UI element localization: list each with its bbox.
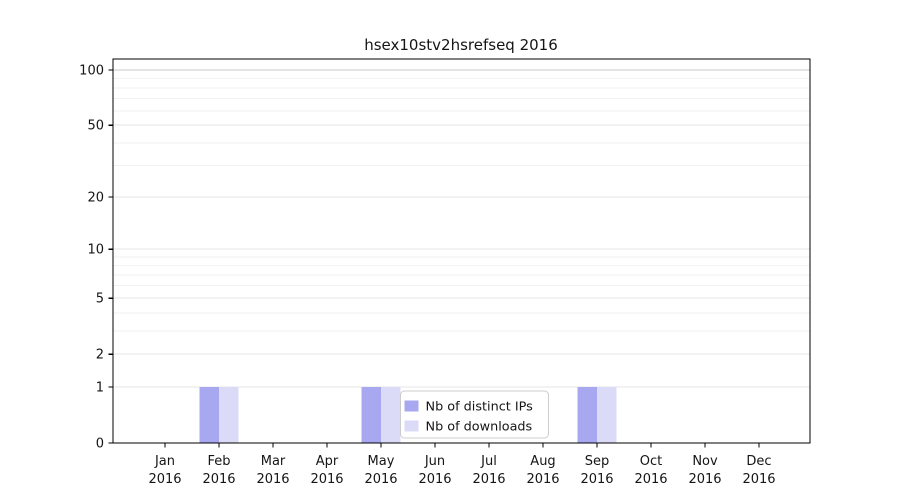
x-tick-label-year-jul: 2016 <box>472 472 505 487</box>
legend: Nb of distinct IPs Nb of downloads <box>400 390 549 439</box>
x-tick-label-month-mar: Mar <box>261 454 286 469</box>
bar-sep-downloads <box>597 386 617 443</box>
legend-swatch-distinct-ips <box>404 400 419 412</box>
x-tick-label-year-aug: 2016 <box>526 472 559 487</box>
y-tick-label-20: 20 <box>87 190 104 205</box>
x-tick-label-month-dec: Dec <box>746 454 771 469</box>
legend-swatch-downloads <box>404 420 419 432</box>
x-tick-label-year-feb: 2016 <box>202 472 235 487</box>
y-tick-label-5: 5 <box>96 292 104 307</box>
x-tick-label-month-nov: Nov <box>692 454 718 469</box>
x-tick-label-month-jan: Jan <box>154 454 175 469</box>
x-tick-label-year-oct: 2016 <box>634 472 667 487</box>
x-tick-label-year-dec: 2016 <box>742 472 775 487</box>
gridlines-layer <box>113 69 810 388</box>
y-tick-label-2: 2 <box>96 348 104 363</box>
x-tick-label-month-sep: Sep <box>585 454 610 469</box>
bar-feb-downloads <box>219 386 239 443</box>
y-tick-label-10: 10 <box>87 243 104 258</box>
x-tick-label-month-jul: Jul <box>480 454 497 469</box>
y-tick-label-100: 100 <box>79 64 104 79</box>
legend-box <box>400 390 549 439</box>
x-tick-label-year-mar: 2016 <box>256 472 289 487</box>
bar-may-downloads <box>381 386 401 443</box>
x-tick-label-year-may: 2016 <box>364 472 397 487</box>
chart-title: hsex10stv2hsrefseq 2016 <box>364 36 558 54</box>
x-tick-label-year-nov: 2016 <box>688 472 721 487</box>
x-tick-label-month-feb: Feb <box>207 454 230 469</box>
bar-may-distinct-ips <box>361 386 381 443</box>
x-tick-label-month-apr: Apr <box>316 454 339 469</box>
x-tick-label-month-may: May <box>368 454 395 469</box>
x-tick-label-year-sep: 2016 <box>580 472 613 487</box>
plot-border <box>112 58 811 444</box>
y-tick-label-0: 0 <box>96 437 104 452</box>
y-tick-label-1: 1 <box>96 380 104 395</box>
bar-feb-distinct-ips <box>199 386 219 443</box>
bars-layer <box>199 386 617 443</box>
axes-layer: 0 1 2 5 10 20 50 100 Jan 2016 Feb 2016 Mar 2016 Apr 201… <box>79 58 811 487</box>
x-tick-label-month-aug: Aug <box>530 454 555 469</box>
legend-label-downloads: Nb of downloads <box>426 420 533 435</box>
x-tick-label-month-oct: Oct <box>640 454 662 469</box>
bar-sep-distinct-ips <box>577 386 597 443</box>
y-tick-label-50: 50 <box>87 119 104 134</box>
x-tick-label-year-apr: 2016 <box>310 472 343 487</box>
x-tick-label-year-jan: 2016 <box>148 472 181 487</box>
x-tick-label-year-jun: 2016 <box>418 472 451 487</box>
legend-label-distinct-ips: Nb of distinct IPs <box>426 400 534 415</box>
x-tick-label-month-jun: Jun <box>424 454 445 469</box>
